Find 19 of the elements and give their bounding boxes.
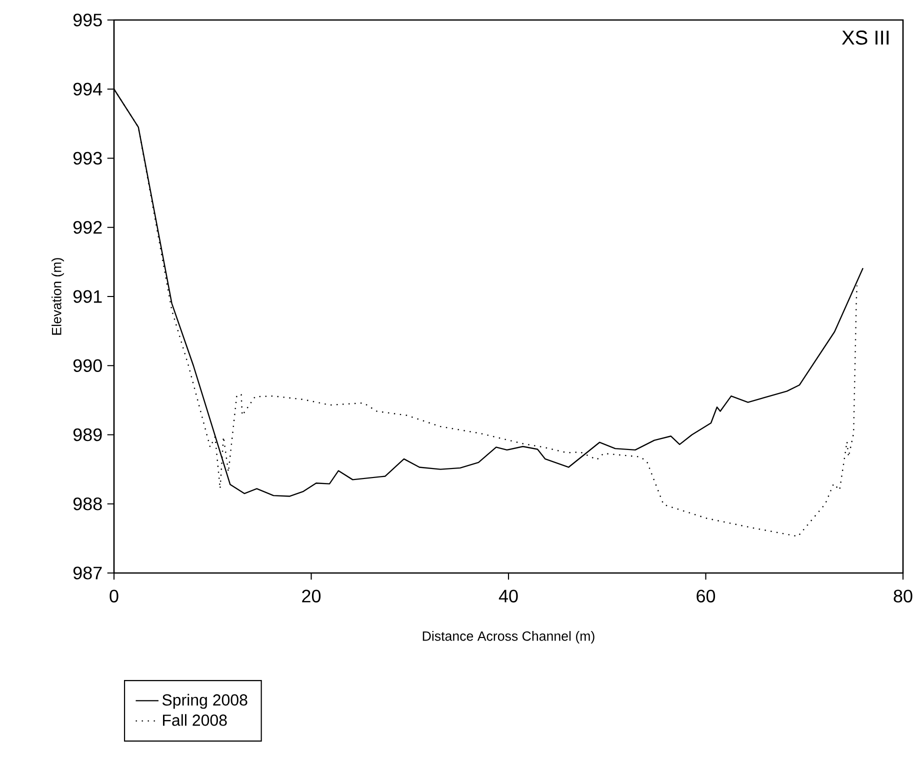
y-tick-label: 992 <box>73 221 102 234</box>
y-tick-label: 993 <box>73 152 102 165</box>
legend-label: Fall 2008 <box>163 714 227 726</box>
x-axis-title: Distance Across Channel (m) <box>422 631 594 644</box>
y-tick-label: 994 <box>73 82 102 96</box>
x-tick-label: 20 <box>302 590 321 602</box>
x-tick-label: 0 <box>110 590 118 602</box>
legend-label: Spring 2008 <box>162 694 248 709</box>
y-tick-label: 991 <box>73 290 102 303</box>
y-tick-label: 989 <box>73 428 102 442</box>
y-tick-label: 987 <box>73 566 102 580</box>
y-axis-title: Elevation (m) <box>52 258 64 335</box>
x-tick-label: 60 <box>696 590 716 602</box>
y-tick-label: 990 <box>73 359 102 372</box>
chart-title: XS III <box>842 30 889 45</box>
x-tick-label: 80 <box>894 590 912 602</box>
x-tick-label: 40 <box>498 590 518 602</box>
y-tick-label: 995 <box>73 14 102 26</box>
y-tick-label: 988 <box>73 498 102 510</box>
